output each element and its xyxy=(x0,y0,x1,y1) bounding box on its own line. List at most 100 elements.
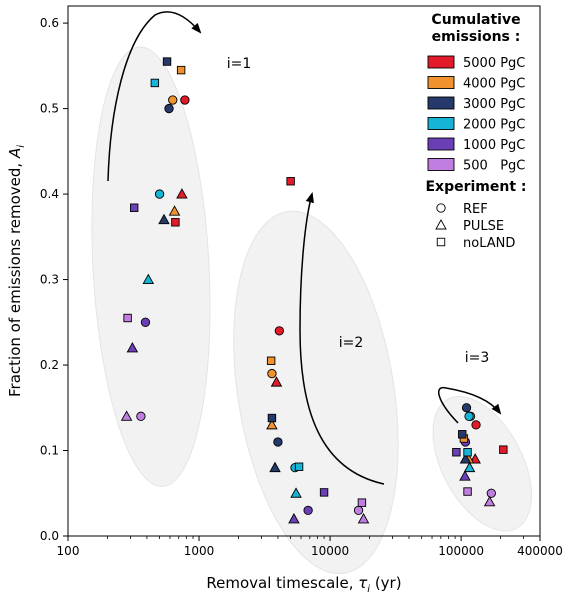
data-point xyxy=(463,461,476,473)
data-point xyxy=(288,512,300,524)
axis-label-unit: (yr) xyxy=(370,574,402,592)
axis-label-symbol: A xyxy=(6,148,24,159)
data-point xyxy=(266,418,278,430)
legend-title: Cumulative xyxy=(431,12,520,28)
trend-arrows xyxy=(107,11,502,485)
x-tick-label: 400000 xyxy=(517,544,563,558)
trend-arrow-1 xyxy=(107,11,202,182)
data-point xyxy=(464,411,474,421)
data-point xyxy=(452,448,461,457)
legend-swatch xyxy=(427,96,455,110)
y-tick-label: 0.0 xyxy=(40,529,59,543)
data-point xyxy=(269,461,281,473)
y-axis-label: Fraction of emissions removed, Ai xyxy=(6,145,27,397)
x-tick-label: 1000 xyxy=(184,544,215,558)
y-tick-label: 0.2 xyxy=(40,358,59,372)
data-point xyxy=(140,317,151,327)
data-point xyxy=(136,411,146,421)
legend-swatch xyxy=(427,158,455,171)
trend-arrow-3 xyxy=(437,386,502,424)
axis-label-subscript: i xyxy=(16,145,27,148)
legend-experiment-label: noLAND xyxy=(463,236,515,251)
legend-swatch xyxy=(427,76,455,89)
cluster-ellipses xyxy=(91,46,532,575)
cluster-ellipse-2 xyxy=(233,210,399,575)
x-tick-label: 100000 xyxy=(438,544,484,558)
data-point xyxy=(294,462,304,471)
x-tick-label: 10000 xyxy=(311,544,349,558)
data-point xyxy=(483,495,496,507)
legend-swatch xyxy=(427,55,455,69)
data-point xyxy=(126,342,139,353)
data-point xyxy=(463,487,472,496)
y-tick-label: 0.3 xyxy=(40,273,59,287)
axis-label-text: Fraction of emissions removed, xyxy=(6,158,24,397)
data-point xyxy=(150,78,160,88)
data-point xyxy=(162,57,172,66)
data-point xyxy=(463,448,472,457)
data-point xyxy=(461,403,472,413)
data-point xyxy=(270,376,283,387)
data-point xyxy=(459,470,471,481)
data-point xyxy=(164,103,174,114)
cluster-ellipse-1 xyxy=(91,46,211,487)
x-axis-label: Removal timescale, τi (yr) xyxy=(206,574,401,595)
data-point xyxy=(154,189,165,199)
data-point xyxy=(273,437,283,447)
axes: 100 1000 10000 100000 400000 0.0 0.1 0.2 0.3 0.4 0… xyxy=(40,16,563,558)
data-point xyxy=(499,445,508,454)
trend-arrow-2 xyxy=(299,191,385,485)
data-point xyxy=(290,487,302,498)
legend-experiment-label: PULSE xyxy=(463,219,504,234)
data-points xyxy=(120,57,508,524)
data-point xyxy=(357,498,367,507)
cluster-annotations: i=1 i=2 i=3 xyxy=(227,56,490,366)
cluster-ellipse-3 xyxy=(432,396,532,532)
legend-label: 1000 PgC xyxy=(463,138,525,153)
legend-experiment-title: Experiment : xyxy=(425,179,526,195)
data-point xyxy=(267,413,277,423)
annotation-i=1: i=1 xyxy=(227,56,252,72)
legend-label: 500 PgC xyxy=(463,159,525,174)
data-point xyxy=(303,505,313,516)
data-point xyxy=(286,177,295,186)
plot-frame xyxy=(67,5,541,537)
data-point xyxy=(171,218,180,227)
legend-label: 5000 PgC xyxy=(463,56,525,71)
legend-experiment-label: REF xyxy=(463,202,488,217)
legend-label: 2000 PgC xyxy=(463,118,525,133)
y-tick-label: 0.6 xyxy=(40,16,59,30)
axis-label-symbol: τ xyxy=(358,574,368,592)
data-point xyxy=(158,213,170,225)
data-point xyxy=(180,95,190,105)
axis-label-text: Removal timescale, xyxy=(206,574,358,592)
data-point xyxy=(471,420,481,430)
legend-label: 4000 PgC xyxy=(463,77,525,92)
data-point xyxy=(357,512,370,524)
data-point xyxy=(123,313,132,323)
y-tick-label: 0.1 xyxy=(40,444,59,458)
data-point xyxy=(176,65,186,75)
data-point xyxy=(176,188,188,199)
data-point xyxy=(267,368,277,379)
legend-marker-triangle xyxy=(435,219,447,230)
legend-marker-circle xyxy=(436,203,446,213)
data-point xyxy=(319,488,329,497)
legend-title-line2: emissions : xyxy=(432,29,521,45)
axis-label-subscript: i xyxy=(367,584,370,595)
data-point xyxy=(168,205,181,216)
data-point xyxy=(266,356,276,365)
legend-label: 3000 PgC xyxy=(463,97,525,112)
annotation-i=2: i=2 xyxy=(339,335,364,351)
legend-swatch xyxy=(427,117,455,130)
data-point xyxy=(459,453,472,464)
data-point xyxy=(129,203,139,212)
x-tick-label: 100 xyxy=(57,544,80,558)
y-tick-label: 0.5 xyxy=(40,102,59,116)
data-point xyxy=(458,430,467,439)
data-point xyxy=(274,326,284,336)
data-point xyxy=(353,505,364,516)
data-point xyxy=(486,488,496,498)
data-point xyxy=(142,273,155,284)
